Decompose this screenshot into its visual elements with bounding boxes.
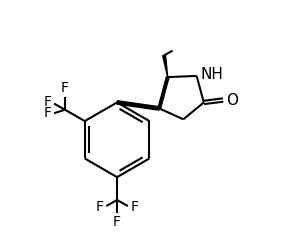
Text: F: F [61, 81, 69, 95]
Text: F: F [113, 215, 121, 229]
Text: F: F [130, 200, 138, 214]
Text: F: F [44, 95, 52, 109]
Text: O: O [226, 93, 238, 107]
Text: F: F [44, 106, 52, 120]
Text: F: F [96, 200, 104, 214]
Polygon shape [158, 77, 169, 109]
Polygon shape [117, 101, 159, 110]
Text: NH: NH [200, 67, 223, 82]
Polygon shape [163, 55, 168, 77]
